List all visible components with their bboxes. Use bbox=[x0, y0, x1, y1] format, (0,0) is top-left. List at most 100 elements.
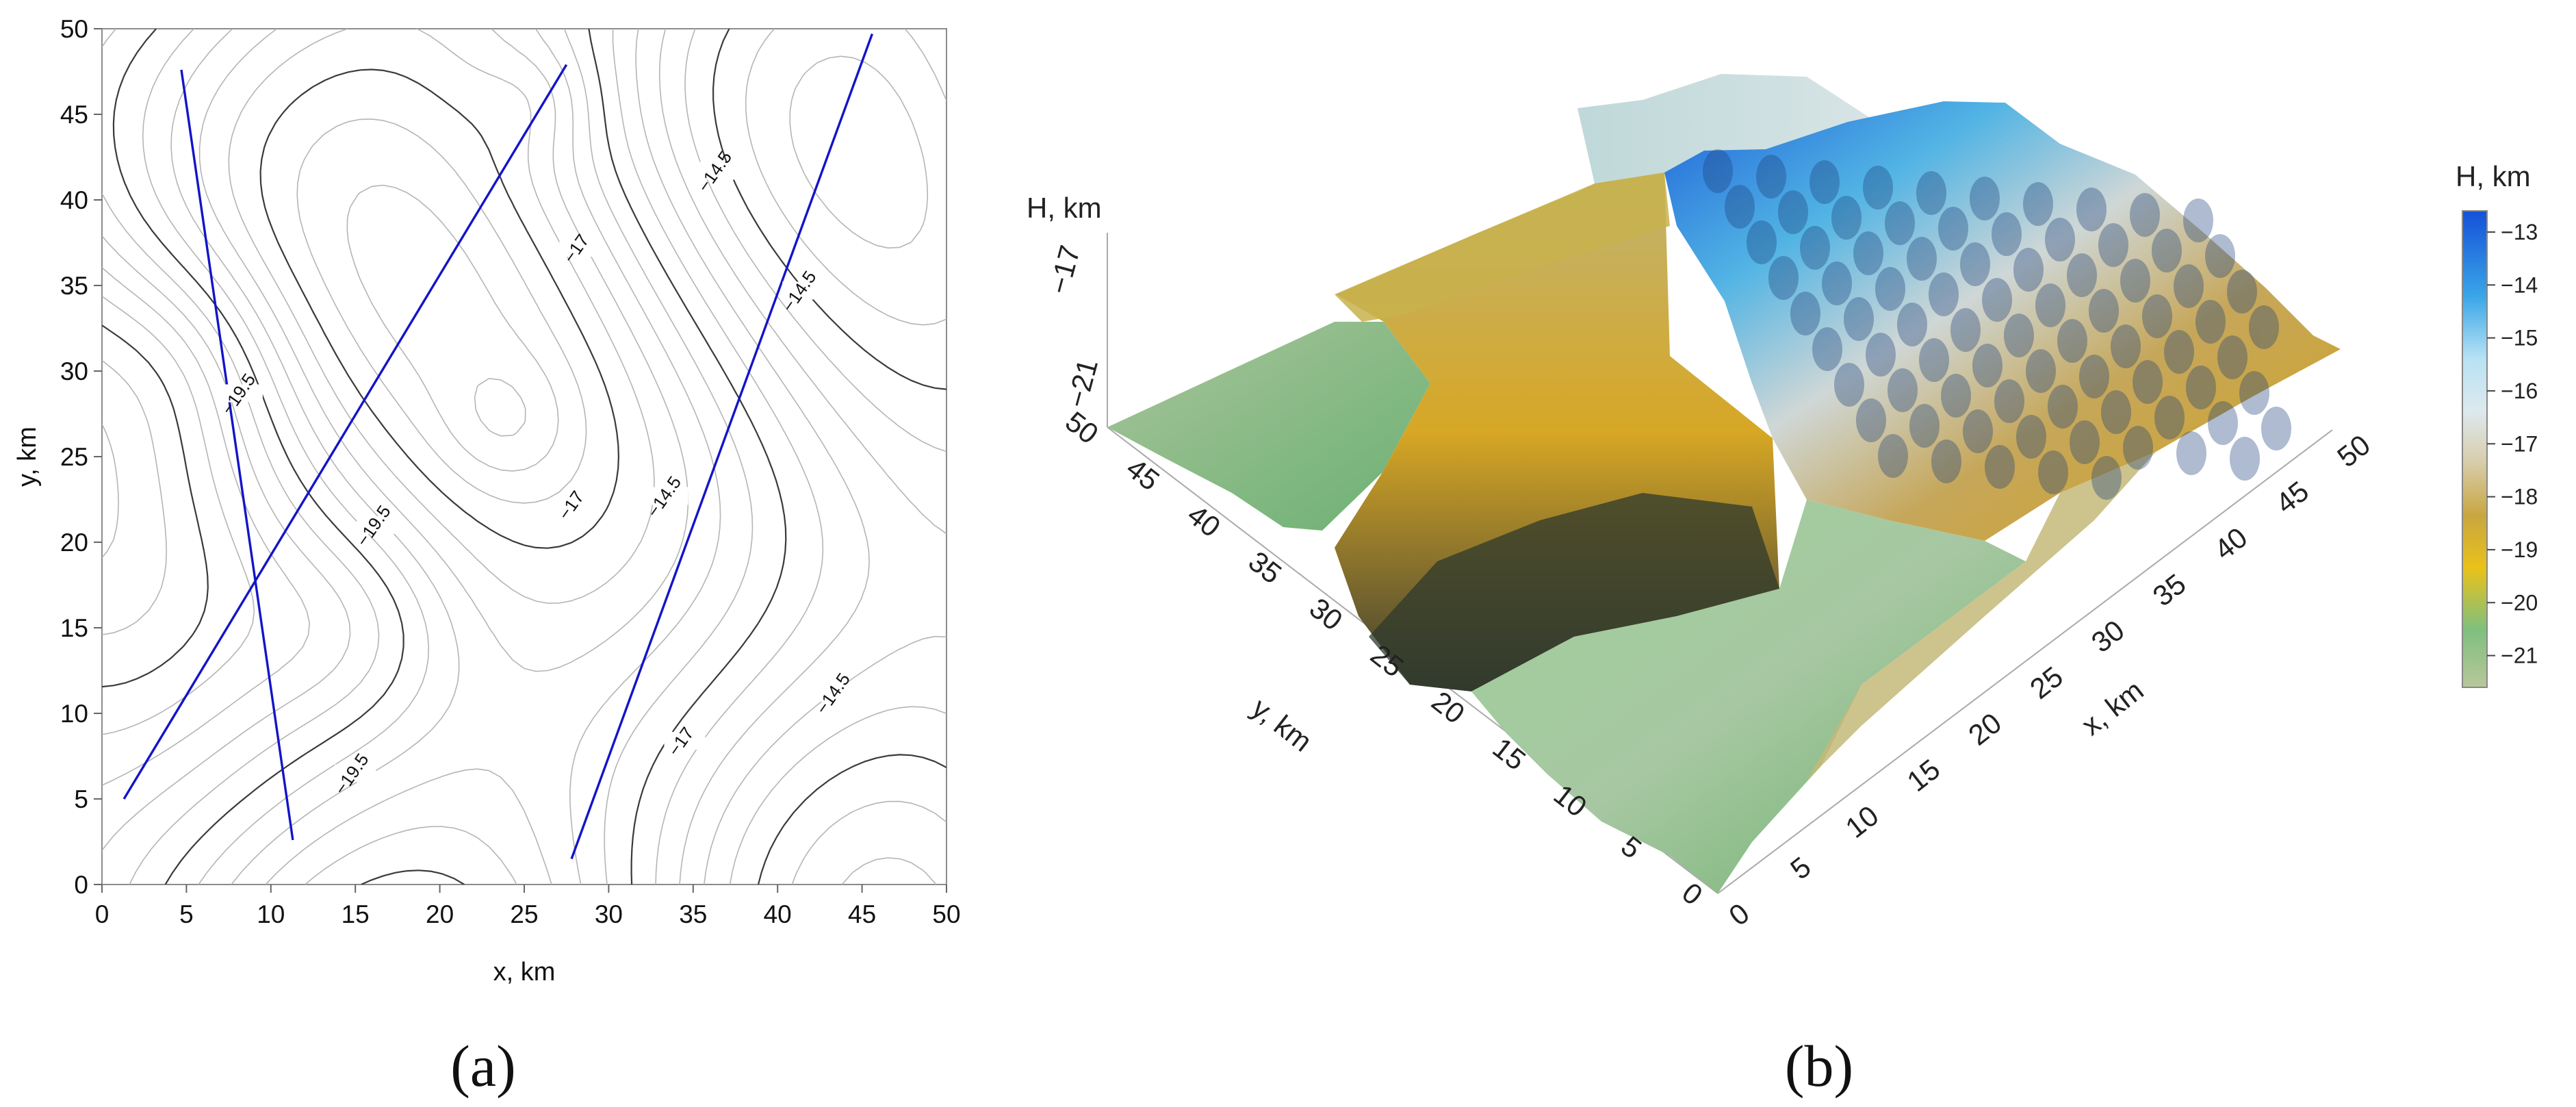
colorbar-tick-label: −14 bbox=[2501, 272, 2538, 297]
surface-ripple bbox=[2154, 396, 2185, 440]
surface-ripple bbox=[1982, 278, 2012, 322]
surface-ripple bbox=[2152, 229, 2182, 272]
panel-a-frame bbox=[101, 28, 947, 885]
x-tick-label-3d: 5 bbox=[1784, 850, 1816, 885]
surface-ripple bbox=[1834, 363, 1864, 407]
surface-ripple bbox=[1831, 196, 1862, 240]
colorbar-title: H, km bbox=[2456, 160, 2531, 192]
y-axis-label: y, km bbox=[13, 427, 42, 487]
y-tick-label: 20 bbox=[60, 529, 88, 557]
surface-ripple bbox=[1790, 292, 1820, 335]
surface-ripple bbox=[2227, 270, 2257, 314]
contour-line bbox=[102, 29, 824, 885]
x-tick-label: 0 bbox=[95, 900, 110, 928]
panel-a-label: (a) bbox=[450, 1033, 515, 1099]
surface-ripple bbox=[1878, 434, 1908, 478]
surface-ripple bbox=[2217, 335, 2247, 379]
x-tick-label: 30 bbox=[595, 900, 623, 928]
surface-ripple bbox=[2208, 401, 2238, 445]
y-tick-label: 5 bbox=[74, 785, 88, 813]
surface-ripple bbox=[2057, 319, 2087, 363]
surface-ripple bbox=[1866, 333, 1896, 377]
surface-ripple bbox=[2079, 355, 2109, 398]
contour-lines bbox=[102, 29, 946, 885]
contour-line bbox=[102, 29, 946, 885]
x-tick-label-3d: 40 bbox=[2208, 521, 2254, 566]
surface-ripple bbox=[1844, 297, 1874, 341]
surface-ripple bbox=[1919, 338, 1949, 382]
surface-front-plain bbox=[1471, 500, 2026, 893]
x-axis-ticks: 0 5 10 15 20 25 30 35 40 45 50 bbox=[95, 885, 961, 928]
surface-ripple bbox=[1994, 379, 2024, 423]
x-tick-label-3d: 45 bbox=[2269, 474, 2315, 520]
y-tick-label: 50 bbox=[60, 15, 88, 43]
surface-ripple bbox=[1909, 404, 1940, 448]
surface-ripple bbox=[1907, 237, 1937, 281]
x-tick-label-3d: 20 bbox=[1962, 707, 2007, 752]
colorbar bbox=[2462, 210, 2488, 688]
x-axis-line-3d bbox=[1717, 429, 2333, 894]
surface-ripple bbox=[1809, 160, 1840, 204]
contour-line bbox=[102, 55, 937, 885]
contour-label-bg bbox=[221, 384, 263, 403]
surface-ripple bbox=[2016, 415, 2046, 459]
surface-ripple bbox=[2142, 294, 2172, 338]
surface-ripple bbox=[2174, 264, 2204, 308]
surface-ripple bbox=[1875, 267, 1905, 311]
x-tick-label-3d: 10 bbox=[1840, 799, 1885, 844]
x-tick-label-3d: 30 bbox=[2085, 613, 2130, 659]
contour-label-bg bbox=[816, 684, 858, 702]
y-axis-ticks: 0 5 10 15 20 25 30 35 40 45 50 bbox=[60, 15, 102, 899]
surface-ripple bbox=[2130, 193, 2160, 237]
y-tick-label: 10 bbox=[60, 700, 88, 728]
surface-ripple bbox=[2111, 325, 2141, 368]
surface-ripple bbox=[2013, 248, 2044, 292]
y-tick-label-3d: 20 bbox=[1426, 685, 1471, 730]
contour-label-bg bbox=[335, 764, 376, 782]
colorbar-tick-label: −20 bbox=[2501, 590, 2538, 615]
surface-3d bbox=[1107, 74, 2341, 893]
surface-ripple bbox=[1916, 171, 1946, 215]
x-tick-label: 20 bbox=[426, 900, 454, 928]
surface-ripple bbox=[2048, 385, 2078, 429]
contour-label-bg bbox=[664, 732, 706, 750]
y-tick-label: 30 bbox=[60, 357, 88, 385]
surface-ripple bbox=[1747, 220, 1777, 264]
y-tick-label: 15 bbox=[60, 614, 88, 642]
surface-ripple bbox=[1778, 190, 1808, 234]
surface-ripple bbox=[1938, 207, 1968, 251]
surface-ripple bbox=[2070, 420, 2100, 464]
surface-ripple bbox=[1812, 327, 1842, 371]
x-tick-label-3d: 15 bbox=[1901, 753, 1946, 798]
surface-ripple bbox=[2164, 330, 2194, 374]
surface-right-plateau bbox=[1664, 101, 2341, 541]
surface-ripple bbox=[1897, 303, 1927, 346]
y-tick-label: 45 bbox=[60, 101, 88, 129]
surface-ripple bbox=[2195, 300, 2226, 344]
x-tick-label: 50 bbox=[932, 900, 960, 928]
surface-ripple bbox=[1970, 177, 2000, 220]
panel-a: −14.5−14.5−14.5−14.5−17−17−17−19.5−19.5−… bbox=[13, 15, 961, 1099]
surface-ripple bbox=[2205, 234, 2235, 278]
surface-front-strip bbox=[1807, 452, 2156, 780]
surface-ripple bbox=[2035, 283, 2065, 327]
surface-ripple bbox=[2076, 188, 2107, 231]
surface-ripple bbox=[1703, 149, 1733, 193]
surface-ripple bbox=[1768, 256, 1799, 300]
surface-ripple bbox=[1863, 166, 1893, 209]
y-tick-label-3d: 40 bbox=[1181, 498, 1226, 544]
y-tick-label-3d: 5 bbox=[1615, 830, 1647, 865]
contour-line bbox=[228, 29, 655, 885]
surface-left-slope bbox=[1107, 322, 1430, 531]
x-axis-label-3d: x, km bbox=[2076, 674, 2150, 741]
contour-line bbox=[102, 29, 946, 885]
surface-ripple bbox=[2004, 314, 2034, 357]
contour-line bbox=[259, 68, 619, 885]
surface-ripple bbox=[2089, 289, 2119, 333]
surface-ripple bbox=[2186, 366, 2216, 409]
surface-ripple bbox=[2239, 371, 2269, 415]
panel-b: 0510152025303540455005101520253035404550… bbox=[1027, 74, 2538, 1099]
colorbar-tick-label: −15 bbox=[2501, 326, 2538, 351]
x-tick-label: 15 bbox=[342, 900, 370, 928]
